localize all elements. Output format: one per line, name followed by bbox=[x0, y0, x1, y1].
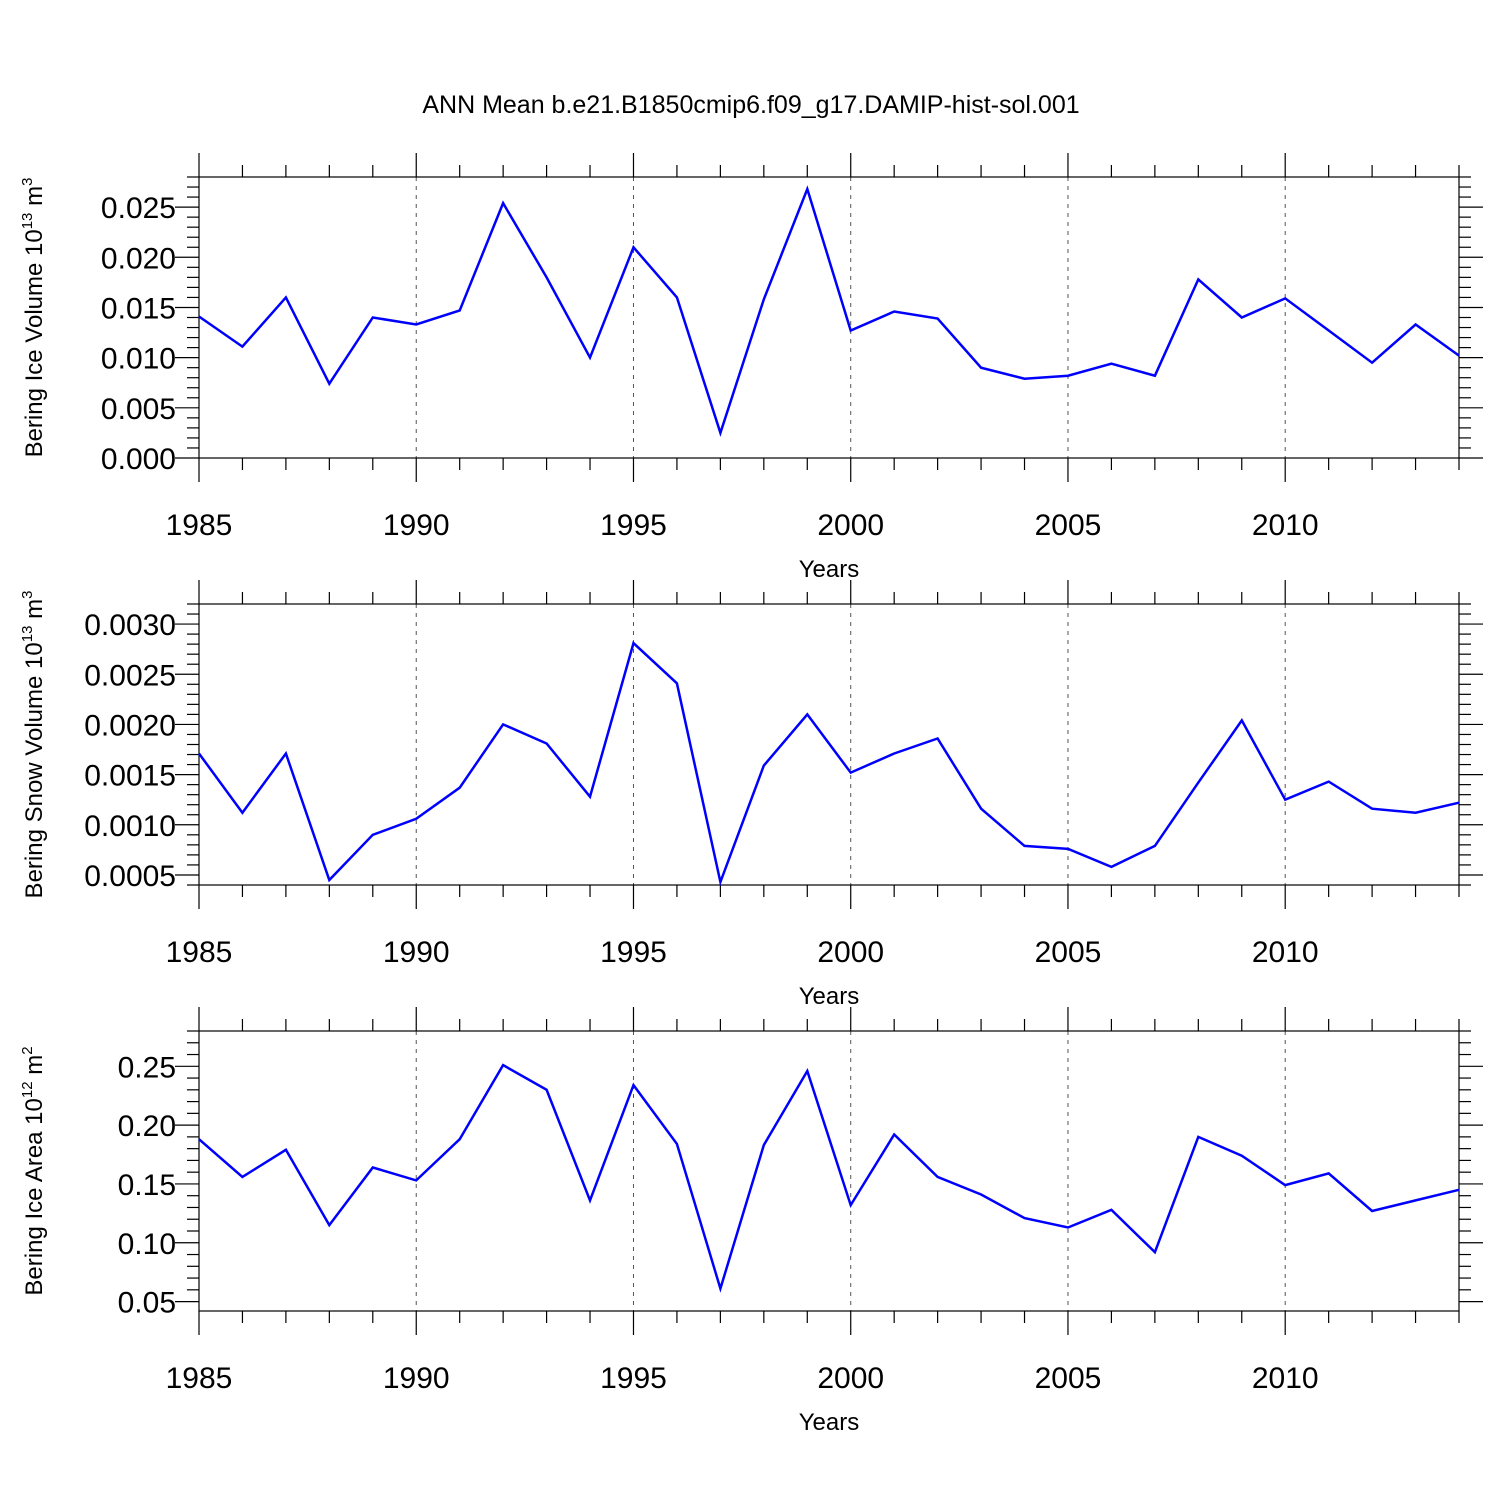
y-axis-label-prefix: Bering Ice Area 10 bbox=[21, 1098, 48, 1295]
y-tick-label: 0.15 bbox=[118, 1169, 176, 1202]
x-tick-label: 1995 bbox=[600, 509, 667, 542]
y-tick-label: 0.0025 bbox=[84, 659, 176, 692]
x-tick-label: 1990 bbox=[383, 1362, 450, 1395]
x-tick-label: 2005 bbox=[1035, 509, 1102, 542]
series-line bbox=[198, 185, 1460, 437]
chart-title: ANN Mean b.e21.B1850cmip6.f09_g17.DAMIP-… bbox=[422, 91, 1079, 119]
chart-panel-1: 1985 1990 1995 2000 2005 2010 0.000 0.005 0.010 0… bbox=[19, 153, 1483, 583]
y-tick-label: 0.0015 bbox=[84, 760, 176, 793]
x-axis-label: Years bbox=[799, 556, 860, 583]
y-tick-label: 0.000 bbox=[101, 443, 176, 476]
y-axis-label-exp: 13 bbox=[19, 213, 36, 230]
y-tick-label: 0.0030 bbox=[84, 609, 176, 642]
chart-panel-3: 1985 1990 1995 2000 2005 2010 0.05 0.10 0.15 0.20… bbox=[19, 1007, 1483, 1436]
x-tick-label: 2000 bbox=[817, 936, 884, 969]
y-tick-label: 0.015 bbox=[101, 292, 176, 325]
x-axis-label: Years bbox=[799, 983, 860, 1010]
y-tick-label: 0.0005 bbox=[84, 860, 176, 893]
y-tick-label: 0.20 bbox=[118, 1110, 176, 1143]
x-tick-label: 1990 bbox=[383, 936, 450, 969]
y-axis-label-prefix: Bering Ice Volume 10 bbox=[21, 229, 48, 457]
y-axis-label: Bering Snow Volume 1013 m3 bbox=[19, 591, 48, 899]
y-axis-label: Bering Ice Volume 1013 m3 bbox=[19, 178, 48, 458]
series-line bbox=[198, 1063, 1460, 1293]
y-tick-label: 0.05 bbox=[118, 1287, 176, 1320]
y-tick-label: 0.0010 bbox=[84, 810, 176, 843]
y-axis-label-unit: m bbox=[21, 599, 48, 626]
chart-panel-2: 1985 1990 1995 2000 2005 2010 0.0005 0.0010 0.00… bbox=[19, 580, 1483, 1010]
x-tick-label: 1985 bbox=[166, 509, 233, 542]
y-tick-label: 0.0020 bbox=[84, 709, 176, 742]
x-tick-label: 1985 bbox=[166, 1362, 233, 1395]
x-tick-label: 2005 bbox=[1035, 936, 1102, 969]
y-tick-label: 0.005 bbox=[101, 393, 176, 426]
x-tick-label: 1995 bbox=[600, 1362, 667, 1395]
y-axis-label-prefix: Bering Snow Volume 10 bbox=[21, 642, 48, 898]
x-tick-label: 2010 bbox=[1252, 509, 1319, 542]
y-axis-label-unit-exp: 3 bbox=[19, 591, 36, 599]
y-tick-label: 0.25 bbox=[118, 1051, 176, 1084]
y-axis-label-unit-exp: 3 bbox=[19, 178, 36, 186]
y-axis-label: Bering Ice Area 1012 m2 bbox=[19, 1046, 48, 1295]
y-axis-label-unit: m bbox=[21, 1055, 48, 1082]
panels: 1985 1990 1995 2000 2005 2010 0.000 0.005 0.010 0… bbox=[19, 153, 1483, 1436]
x-tick-label: 2010 bbox=[1252, 936, 1319, 969]
y-axis-label-unit: m bbox=[21, 186, 48, 213]
plot-frame bbox=[198, 176, 1460, 459]
x-tick-label: 2000 bbox=[817, 1362, 884, 1395]
x-tick-label: 1990 bbox=[383, 509, 450, 542]
series-line bbox=[197, 640, 1460, 887]
y-tick-label: 0.10 bbox=[118, 1228, 176, 1261]
x-tick-label: 1985 bbox=[166, 936, 233, 969]
y-axis-label-exp: 13 bbox=[19, 626, 36, 643]
x-tick-label: 1995 bbox=[600, 936, 667, 969]
x-tick-label: 2010 bbox=[1252, 1362, 1319, 1395]
x-axis-label: Years bbox=[799, 1409, 860, 1436]
plot-frame bbox=[198, 1030, 1460, 1312]
y-tick-label: 0.025 bbox=[101, 192, 176, 225]
y-axis-label-unit-exp: 2 bbox=[19, 1046, 36, 1054]
x-tick-label: 2000 bbox=[817, 509, 884, 542]
y-axis-label-exp: 12 bbox=[19, 1081, 36, 1098]
y-tick-label: 0.010 bbox=[101, 343, 176, 376]
y-tick-label: 0.020 bbox=[101, 242, 176, 275]
x-tick-label: 2005 bbox=[1035, 1362, 1102, 1395]
